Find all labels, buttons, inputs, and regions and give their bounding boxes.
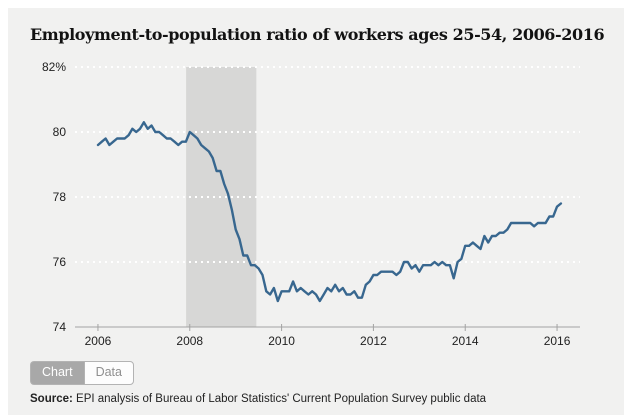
y-tick-label: 74 [53, 320, 67, 334]
x-tick-label: 2010 [268, 334, 295, 348]
x-tick-label: 2006 [85, 334, 112, 348]
y-tick-label: 78 [53, 190, 67, 204]
y-tick-label: 80 [53, 125, 67, 139]
source-text: EPI analysis of Bureau of Labor Statisti… [72, 393, 487, 405]
epop-line [96, 121, 563, 303]
source-note: Source: EPI analysis of Bureau of Labor … [30, 393, 486, 405]
y-tick-label: 76 [53, 255, 67, 269]
chart-data-toggle: Chart Data [30, 361, 134, 385]
chart-title: Employment-to-population ratio of worker… [30, 24, 605, 44]
x-tick-label: 2008 [176, 334, 203, 348]
chart-panel [8, 8, 624, 415]
tab-chart[interactable]: Chart [30, 361, 84, 385]
tab-data[interactable]: Data [83, 361, 134, 385]
x-tick-label: 2016 [544, 334, 571, 348]
x-tick-label: 2012 [360, 334, 387, 348]
source-prefix: Source: [30, 393, 73, 405]
epop-line-chart: 82% 80 78 76 74 2006 2008 2010 2012 2014 2016 [42, 60, 580, 348]
y-tick-label: 82% [42, 60, 66, 74]
x-tick-label: 2014 [452, 334, 479, 348]
